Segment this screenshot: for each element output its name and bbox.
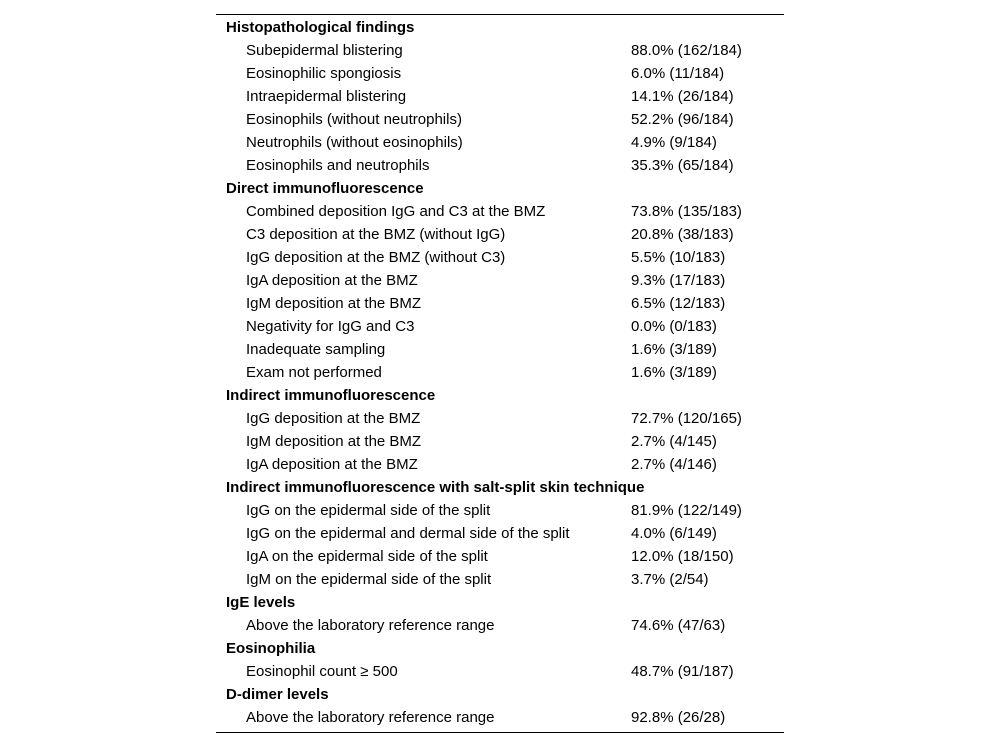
section-header-label: Direct immunofluorescence: [226, 180, 424, 197]
section-header-label: Eosinophilia: [226, 640, 316, 657]
table-row: Eosinophils and neutrophils 35.3% (65/184…: [216, 154, 784, 177]
table-row: Above the laboratory reference range 74.6…: [216, 614, 784, 637]
row-value: 73.8% (135/183): [631, 203, 742, 220]
table-row: Exam not performed 1.6% (3/189): [216, 361, 784, 384]
table-row: C3 deposition at the BMZ (without IgG) 20…: [216, 223, 784, 246]
table-row: IgM on the epidermal side of the split 3.…: [216, 568, 784, 591]
row-label: Subepidermal blistering: [246, 42, 403, 59]
row-label: Above the laboratory reference range: [246, 617, 495, 634]
row-label: Eosinophil count ≥ 500: [246, 663, 398, 680]
row-label: IgM deposition at the BMZ: [246, 433, 422, 450]
row-label: IgG deposition at the BMZ (without C3): [246, 249, 506, 266]
row-label: IgG on the epidermal and dermal side of …: [246, 525, 570, 542]
row-value: 88.0% (162/184): [631, 42, 742, 59]
row-label: Inadequate sampling: [246, 341, 386, 358]
row-label: IgG on the epidermal side of the split: [246, 502, 491, 519]
table-row: IgG on the epidermal and dermal side of …: [216, 522, 784, 545]
table-row: IgG deposition at the BMZ (without C3) 5.…: [216, 246, 784, 269]
row-label: IgA deposition at the BMZ: [246, 272, 418, 289]
row-value: 6.5% (12/183): [631, 295, 726, 312]
findings-table-body: Histopathological findings Subepidermal b…: [216, 16, 784, 729]
section-header-row: Eosinophilia: [216, 637, 784, 660]
table-row: Neutrophils (without eosinophils) 4.9% (9…: [216, 131, 784, 154]
table-row: IgM deposition at the BMZ 6.5% (12/183): [216, 292, 784, 315]
row-value: 12.0% (18/150): [631, 548, 734, 565]
table-row: Intraepidermal blistering 14.1% (26/184): [216, 85, 784, 108]
row-value: 20.8% (38/183): [631, 226, 734, 243]
row-value: 9.3% (17/183): [631, 272, 726, 289]
row-value: 92.8% (26/28): [631, 709, 726, 726]
table-row: Eosinophil count ≥ 500 48.7% (91/187): [216, 660, 784, 683]
row-label: Neutrophils (without eosinophils): [246, 134, 463, 151]
table-row: IgA on the epidermal side of the split 12…: [216, 545, 784, 568]
table-row: Eosinophils (without neutrophils) 52.2% (…: [216, 108, 784, 131]
table-row: IgG deposition at the BMZ 72.7% (120/165): [216, 407, 784, 430]
row-label: IgG deposition at the BMZ: [246, 410, 421, 427]
row-label: IgA deposition at the BMZ: [246, 456, 418, 473]
row-value: 14.1% (26/184): [631, 88, 734, 105]
table-row: Eosinophilic spongiosis 6.0% (11/184): [216, 62, 784, 85]
section-header-row: IgE levels: [216, 591, 784, 614]
row-label: Exam not performed: [246, 364, 382, 381]
table-row: Combined deposition IgG and C3 at the BM…: [216, 200, 784, 223]
table-row: Negativity for IgG and C3 0.0% (0/183): [216, 315, 784, 338]
table-row: Inadequate sampling 1.6% (3/189): [216, 338, 784, 361]
row-value: 72.7% (120/165): [631, 410, 742, 427]
table-row: IgA deposition at the BMZ 9.3% (17/183): [216, 269, 784, 292]
row-value: 1.6% (3/189): [631, 364, 717, 381]
section-header-row: Indirect immunofluorescence: [216, 384, 784, 407]
section-header-row: D-dimer levels: [216, 683, 784, 706]
row-value: 48.7% (91/187): [631, 663, 734, 680]
table-row: Above the laboratory reference range 92.8…: [216, 706, 784, 729]
section-header-label: IgE levels: [226, 594, 296, 611]
row-label: Eosinophils and neutrophils: [246, 157, 430, 174]
row-label: Negativity for IgG and C3: [246, 318, 415, 335]
row-value: 4.9% (9/184): [631, 134, 717, 151]
section-header-label: Indirect immunofluorescence: [226, 387, 436, 404]
section-header-label: Histopathological findings: [226, 19, 415, 36]
row-value: 6.0% (11/184): [631, 65, 725, 82]
row-value: 52.2% (96/184): [631, 111, 734, 128]
section-header-row: Direct immunofluorescence: [216, 177, 784, 200]
row-value: 35.3% (65/184): [631, 157, 734, 174]
section-header-row: Histopathological findings: [216, 16, 784, 39]
section-header-label: Indirect immunofluorescence with salt-sp…: [226, 479, 645, 496]
row-value: 0.0% (0/183): [631, 318, 717, 335]
table-row: IgM deposition at the BMZ 2.7% (4/145): [216, 430, 784, 453]
section-header-label: D-dimer levels: [226, 686, 329, 703]
row-value: 1.6% (3/189): [631, 341, 717, 358]
row-label: Eosinophilic spongiosis: [246, 65, 402, 82]
row-value: 81.9% (122/149): [631, 502, 742, 519]
row-label: Combined deposition IgG and C3 at the BM…: [246, 203, 546, 220]
row-label: IgM on the epidermal side of the split: [246, 571, 492, 588]
row-value: 74.6% (47/63): [631, 617, 726, 634]
row-label: Intraepidermal blistering: [246, 88, 407, 105]
row-label: Above the laboratory reference range: [246, 709, 495, 726]
row-value: 2.7% (4/145): [631, 433, 717, 450]
section-header-row: Indirect immunofluorescence with salt-sp…: [216, 476, 784, 499]
row-label: IgA on the epidermal side of the split: [246, 548, 488, 565]
table-row: IgA deposition at the BMZ 2.7% (4/146): [216, 453, 784, 476]
table-row: Subepidermal blistering 88.0% (162/184): [216, 39, 784, 62]
row-label: IgM deposition at the BMZ: [246, 295, 422, 312]
findings-table: Histopathological findings Subepidermal b…: [216, 14, 784, 733]
row-value: 5.5% (10/183): [631, 249, 726, 266]
table-row: IgG on the epidermal side of the split 81…: [216, 499, 784, 522]
row-value: 3.7% (2/54): [631, 571, 709, 588]
row-label: C3 deposition at the BMZ (without IgG): [246, 226, 506, 243]
row-value: 4.0% (6/149): [631, 525, 717, 542]
row-value: 2.7% (4/146): [631, 456, 717, 473]
row-label: Eosinophils (without neutrophils): [246, 111, 462, 128]
